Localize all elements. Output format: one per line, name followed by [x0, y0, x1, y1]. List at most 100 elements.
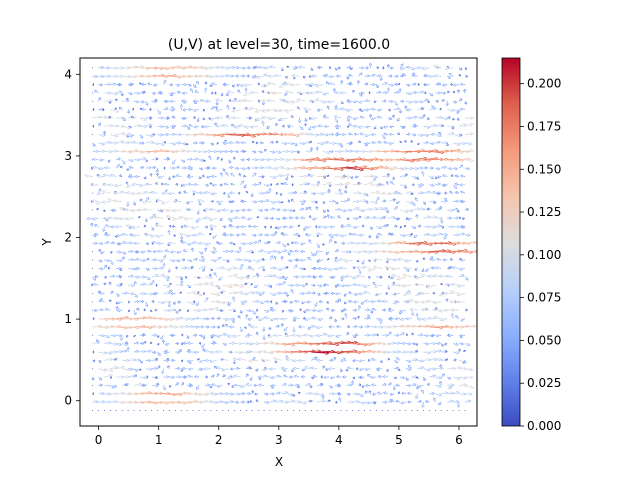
quiver-arrow [399, 166, 408, 171]
quiver-arrow [381, 409, 383, 411]
quiver-arrow [91, 376, 95, 381]
quiver-arrow [151, 132, 156, 137]
quiver-arrow [139, 134, 143, 139]
quiver-arrow [246, 392, 252, 396]
quiver-arrow [238, 246, 242, 252]
quiver-arrow [103, 409, 105, 411]
quiver-arrow [303, 190, 307, 194]
quiver-arrow [252, 183, 258, 187]
quiver-arrow [441, 116, 449, 121]
quiver-arrow [367, 358, 371, 362]
quiver-arrow [395, 383, 401, 387]
quiver-arrow [393, 409, 395, 411]
quiver-arrow [443, 234, 448, 240]
quiver-arrow [127, 409, 129, 411]
quiver-arrow [375, 196, 380, 202]
quiver-arrow [178, 308, 182, 312]
quiver-arrow [217, 241, 223, 246]
quiver-arrow [323, 283, 330, 287]
quiver-arrow [464, 149, 475, 153]
quiver-arrow [268, 187, 272, 194]
quiver-arrow [149, 125, 152, 129]
quiver-arrow [334, 318, 338, 323]
quiver-arrow [228, 99, 232, 102]
quiver-arrow [268, 65, 276, 69]
quiver-arrow [370, 107, 377, 111]
quiver-arrow [120, 232, 129, 237]
quiver-arrow [411, 201, 416, 207]
quiver-arrow [423, 98, 429, 102]
quiver-arrow [116, 300, 123, 305]
quiver-arrow [193, 333, 198, 337]
quiver-arrow [441, 124, 444, 128]
quiver-arrow [305, 382, 312, 387]
quiver-arrow [275, 291, 282, 295]
quiver-arrow [356, 259, 360, 263]
quiver-arrow [114, 224, 123, 229]
quiver-arrow [464, 392, 474, 396]
quiver-arrow [175, 275, 184, 279]
quiver-arrow [339, 91, 347, 95]
quiver-arrow [219, 309, 223, 313]
quiver-arrow [451, 126, 455, 130]
quiver-arrow [281, 275, 285, 279]
quiver-arrow [417, 82, 420, 87]
quiver-arrow [382, 99, 387, 103]
quiver-arrow [246, 342, 254, 346]
quiver-arrow [125, 224, 135, 228]
quiver-arrow [297, 224, 301, 227]
quiver-arrow [334, 267, 341, 271]
quiver-arrow [305, 207, 309, 211]
quiver-arrow [157, 301, 166, 305]
quiver-arrow [304, 225, 312, 229]
quiver-arrow [328, 75, 336, 79]
quiver-arrow [116, 349, 124, 354]
quiver-arrow [252, 150, 257, 154]
quiver-arrow [438, 293, 448, 297]
quiver-arrow [259, 141, 265, 145]
quiver-arrow [399, 375, 406, 380]
quiver-arrow [226, 259, 230, 263]
quiver-arrow [449, 257, 454, 262]
quiver-arrow [108, 101, 112, 104]
quiver-arrow [210, 400, 219, 405]
quiver-arrow [415, 312, 419, 319]
quiver-arrow [223, 182, 229, 186]
quiver-arrow [387, 382, 392, 386]
quiver-arrow [157, 273, 166, 278]
quiver-arrow [299, 125, 304, 130]
quiver-arrow [264, 233, 270, 237]
quiver-arrow [192, 192, 196, 196]
quiver-arrow [228, 149, 234, 154]
quiver-arrow [291, 198, 294, 202]
quiver-arrow [408, 307, 418, 312]
quiver-arrow [460, 174, 466, 178]
quiver-arrow [447, 208, 455, 212]
quiver-arrow [394, 190, 401, 195]
quiver-arrow [269, 254, 273, 261]
quiver-arrow [322, 215, 327, 219]
quiver-arrow [181, 225, 183, 229]
quiver-arrow [421, 402, 425, 409]
quiver-arrow [275, 267, 283, 271]
quiver-arrow [92, 409, 94, 411]
quiver-arrow [317, 399, 326, 403]
quiver-arrow [417, 191, 425, 195]
quiver-arrow [429, 409, 431, 411]
quiver-arrow [303, 316, 306, 320]
quiver-arrow [433, 74, 442, 78]
quiver-arrow [145, 257, 150, 261]
quiver-arrow [186, 126, 190, 130]
quiver-arrow [439, 107, 442, 111]
quiver-arrow [370, 132, 377, 137]
quiver-arrow [293, 232, 300, 237]
quiver-arrow [309, 82, 318, 87]
quiver-arrow [393, 100, 398, 106]
quiver-arrow [96, 192, 105, 196]
quiver-arrow [279, 117, 288, 121]
quiver-arrow [453, 358, 457, 362]
quiver-arrow [221, 123, 229, 128]
quiver-arrow [181, 159, 186, 163]
quiver-arrow [328, 316, 333, 320]
quiver-arrow [231, 123, 235, 127]
